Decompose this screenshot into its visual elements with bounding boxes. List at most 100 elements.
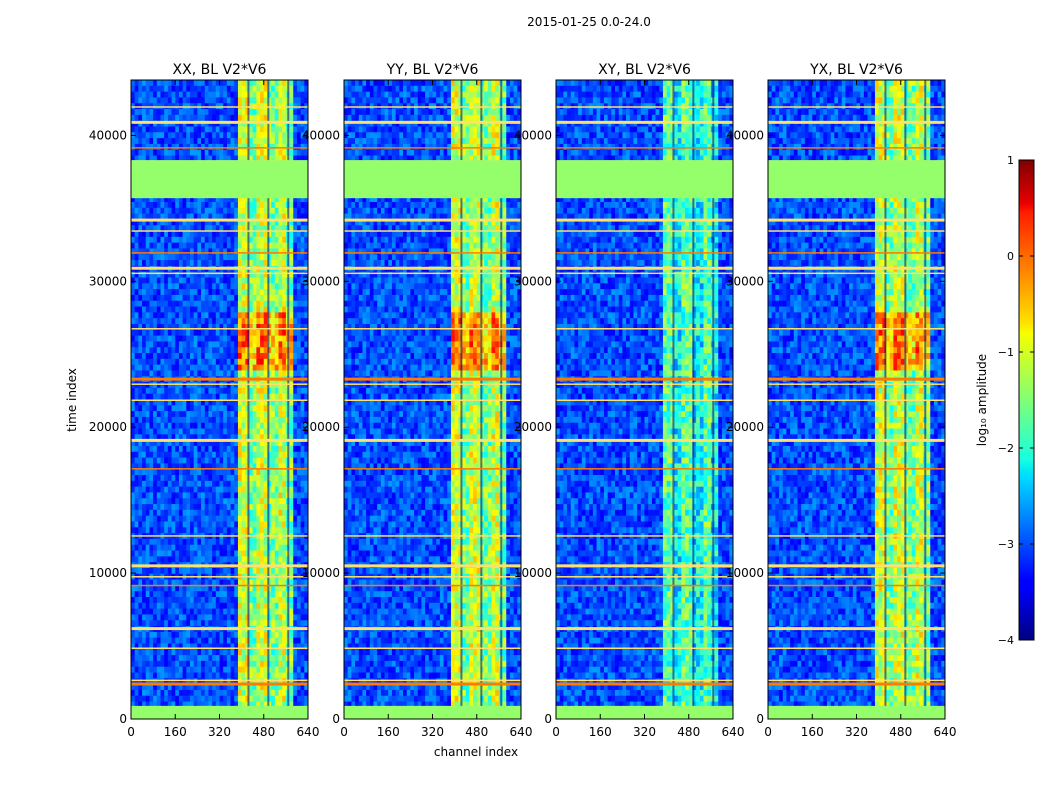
x-tick-label: 160 [377,725,400,739]
rfi-row [131,252,308,254]
colorbar-tick-label: −4 [998,634,1014,647]
rfi-row [131,682,308,686]
rfi-row [768,564,945,568]
rfi-row [768,468,945,470]
x-tick-label: 320 [208,725,231,739]
y-tick-label: 10000 [302,566,340,580]
panel-xy: XY, BL V2*V6 0 160 320 480 640 0 10000 20000 3000… [514,62,745,739]
y-tick-label: 30000 [302,274,340,288]
x-axis-label: channel index [434,745,518,759]
panel-yy: YY, BL V2*V6 0 160 320 480 640 0 10000 20000 3000… [302,62,533,739]
y-tick-label: 40000 [514,128,552,142]
rfi-row [768,106,945,108]
colorbar: 1 0 −1 −2 −3 −4 log₁₀ amplitude [975,154,1035,647]
colorbar-tick-label: −3 [998,538,1014,551]
colorbar-label: log₁₀ amplitude [975,354,989,446]
y-tick-label: 20000 [514,420,552,434]
rfi-row [131,576,308,578]
flagged-range [131,160,308,199]
y-tick-label: 20000 [89,420,127,434]
rfi-row [131,627,308,631]
rfi-row [344,218,521,222]
rfi-row [131,535,308,537]
rfi-row [768,272,945,275]
panels: XX, BL V2*V6 0 160 320 480 640 0 10000 20000 3000… [89,62,957,739]
x-tick-label: 320 [845,725,868,739]
x-tick-label: 0 [127,725,135,739]
rfi-row [556,682,733,686]
rfi-row [131,438,308,442]
rfi-row [768,328,945,330]
rfi-row [344,230,521,232]
rfi-row [556,328,733,330]
y-tick-label: 0 [119,712,127,726]
rfi-row [556,584,733,587]
colorbar-ticks: 1 0 −1 −2 −3 −4 [998,154,1034,647]
rfi-row [344,272,521,275]
x-tick-label: 160 [801,725,824,739]
rfi-row [131,647,308,650]
y-tick-label: 40000 [89,128,127,142]
x-tick-label: 480 [465,725,488,739]
rfi-row [131,230,308,232]
colorbar-tick-label: 0 [1007,250,1014,263]
rfi-row [131,564,308,568]
panel-title: XY, BL V2*V6 [598,62,691,78]
rfi-row [131,377,308,381]
rfi-row [768,584,945,587]
rfi-row [556,120,733,124]
rfi-row [131,399,308,401]
rfi-row [131,328,308,330]
rfi-row [556,627,733,631]
rfi-row [344,266,521,270]
rfi-row [344,328,521,330]
rfi-row [131,679,308,682]
rfi-row [556,438,733,442]
rfi-row [131,266,308,270]
colorbar-tick-label: −2 [998,442,1014,455]
x-tick-label: 0 [552,725,560,739]
rfi-row [344,535,521,537]
x-tick-label: 480 [252,725,275,739]
x-tick-label: 640 [934,725,957,739]
panel-title: YY, BL V2*V6 [386,62,479,78]
rfi-row [556,383,733,385]
rfi-row [344,627,521,631]
rfi-row [768,438,945,442]
panel-yx: YX, BL V2*V6 0 160 320 480 640 0 10000 20000 3000… [726,62,957,739]
rfi-row [344,682,521,686]
rfi-row [556,230,733,232]
figure-suptitle: 2015-01-25 0.0-24.0 [527,15,651,29]
rfi-row [344,120,521,124]
x-tick-label: 320 [633,725,656,739]
y-tick-label: 30000 [514,274,552,288]
flagged-range [344,160,521,199]
colorbar-tick-label: −1 [998,346,1014,359]
rfi-row [344,584,521,587]
rfi-row [768,218,945,222]
rfi-row [556,564,733,568]
rfi-row [768,535,945,537]
y-tick-label: 20000 [302,420,340,434]
rfi-row [131,147,308,149]
x-tick-label: 320 [421,725,444,739]
y-tick-label: 30000 [89,274,127,288]
rfi-row [556,468,733,470]
x-tick-label: 0 [764,725,772,739]
rfi-row [344,252,521,254]
rfi-row [768,682,945,686]
rfi-row [131,272,308,275]
rfi-row [131,383,308,385]
x-tick-label: 160 [589,725,612,739]
rfi-row [768,230,945,232]
rfi-row [768,377,945,381]
rfi-row [556,252,733,254]
rfi-row [131,120,308,124]
rfi-row [344,383,521,385]
x-tick-label: 640 [297,725,320,739]
rfi-row [344,576,521,578]
rfi-row [768,679,945,682]
y-tick-label: 40000 [726,128,764,142]
rfi-row [768,576,945,578]
